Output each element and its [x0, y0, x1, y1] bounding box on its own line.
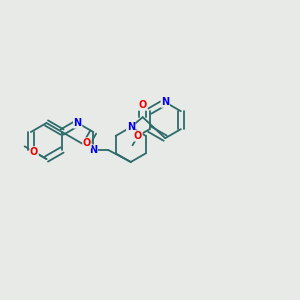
- Text: N: N: [161, 97, 169, 107]
- Text: N: N: [74, 118, 82, 128]
- Text: N: N: [89, 145, 97, 155]
- Text: N: N: [127, 122, 135, 132]
- Text: O: O: [83, 138, 91, 148]
- Text: O: O: [134, 131, 142, 141]
- Text: O: O: [30, 147, 38, 157]
- Text: O: O: [139, 100, 147, 110]
